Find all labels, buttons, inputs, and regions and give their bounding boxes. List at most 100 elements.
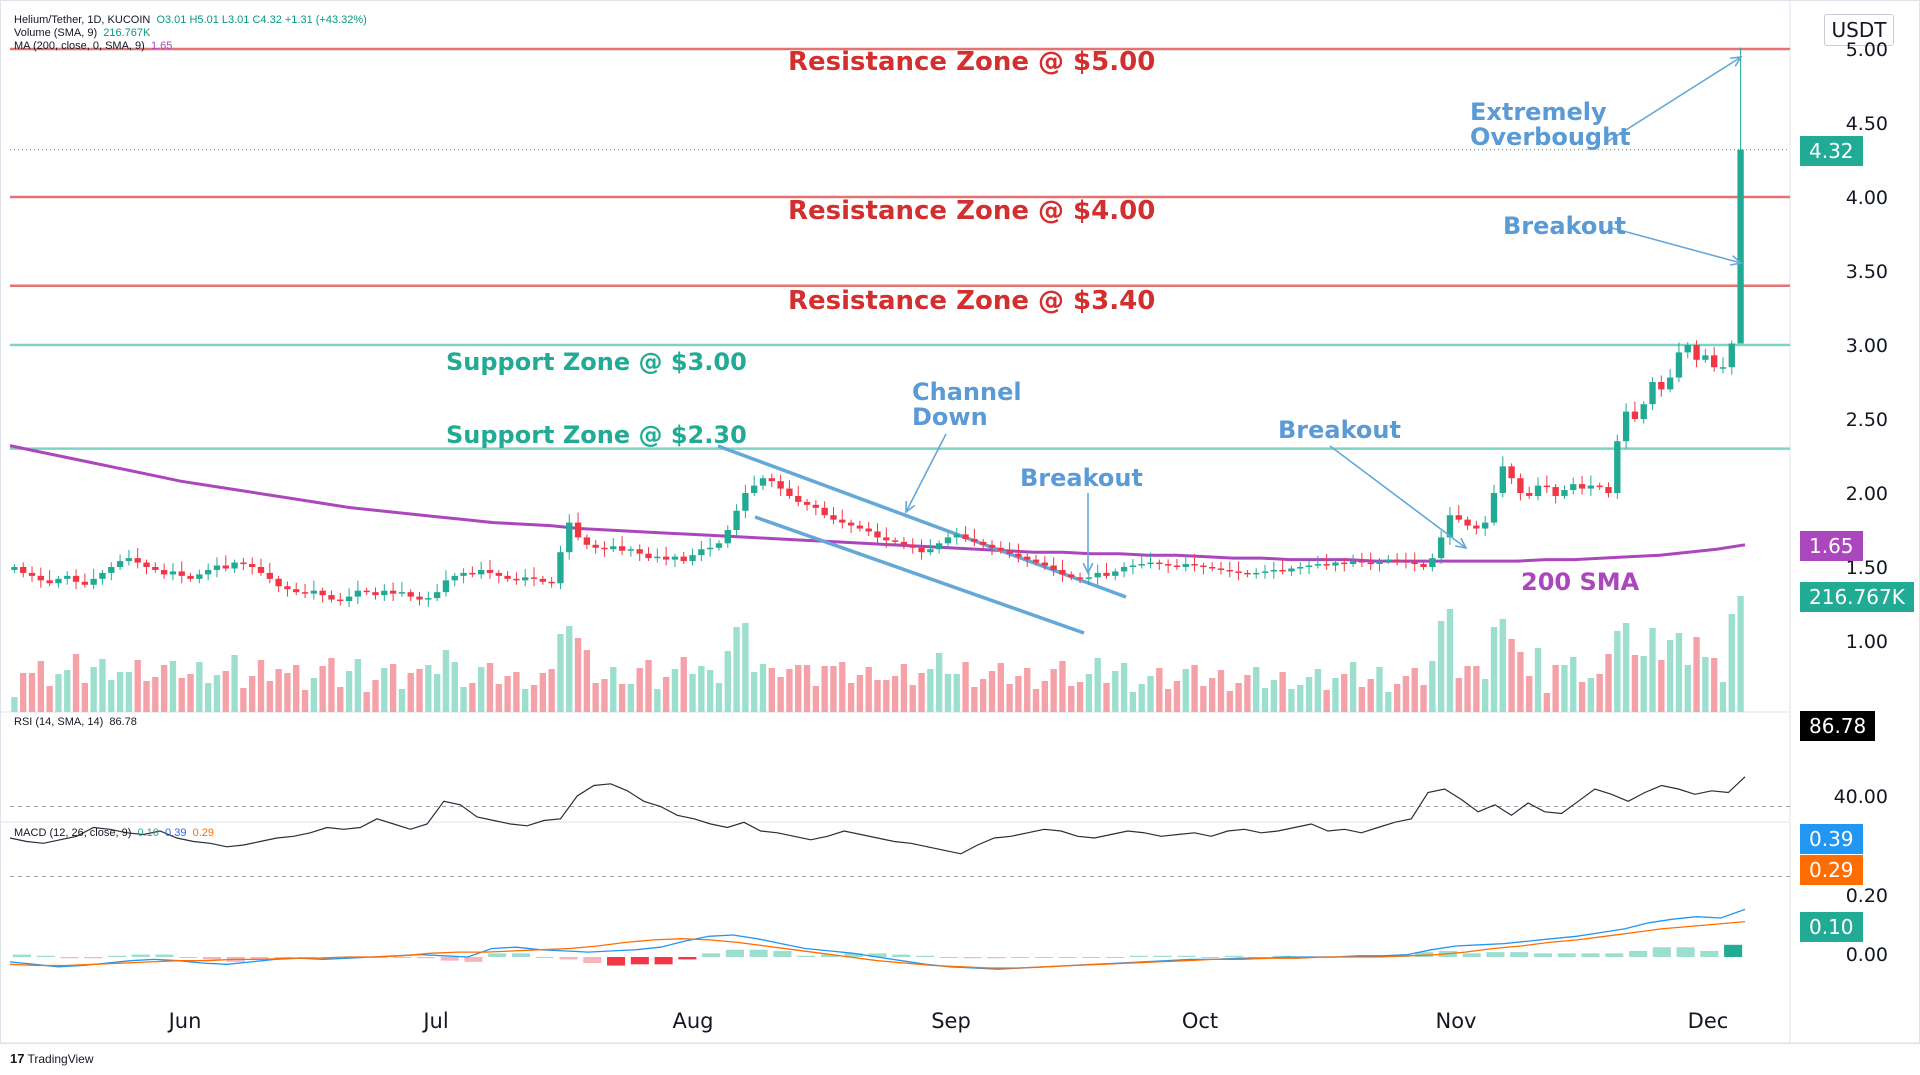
candle-body [927,549,934,553]
y-tick-4: 4.00 [1845,187,1888,209]
macd-histogram-bar [559,957,578,960]
candle-body [504,575,511,579]
volume-bar [257,660,265,712]
candle-body [513,578,520,581]
channel-arrow [905,433,947,513]
candle-body [1200,565,1207,568]
candle-body [918,547,925,553]
macd-histogram-bar [60,957,79,959]
volume-bar [847,683,855,712]
candle-body [495,572,502,576]
macd-histogram-bar [511,953,531,957]
volume-bar [1191,665,1198,712]
candle-body [601,547,608,550]
candle-body [1614,441,1621,493]
volume-bar [337,687,344,712]
volume-bar [1411,668,1418,712]
candle-body [689,555,696,562]
candle-body [1191,564,1198,566]
candle-body [266,572,273,579]
candle-body [1658,382,1665,390]
volume-bar [451,662,458,712]
candle-body [1526,493,1533,496]
volume-bar [1552,665,1559,712]
volume-bar [601,679,608,712]
macd-histogram-bar [583,957,602,964]
volume-bar [1534,648,1542,712]
volume-bar [1561,665,1568,712]
candle-body [257,567,265,573]
candle-body [557,552,564,584]
macd-histogram-bar [963,957,982,959]
candle-body [1147,562,1154,565]
legend-rsi: RSI (14, SMA, 14) 86.78 [14,716,137,728]
x-tick-sep: Sep [931,1009,971,1033]
macd-histogram-bar [916,955,935,957]
volume-bar [909,685,916,712]
macd-histogram-bar [1510,952,1529,957]
volume-bar [196,662,203,712]
volume-bar [354,659,362,712]
volume-bar [1270,680,1277,712]
candle-body [1217,568,1225,570]
macd-histogram-bar [155,954,174,957]
tradingview-brand[interactable]: 17 TradingView [10,1051,94,1066]
volume-bar [1305,677,1313,712]
breakout-sep-arrow-head [1082,562,1094,575]
volume-bar [1666,640,1674,712]
candle-body [1499,466,1506,493]
volume-bar [1129,692,1137,712]
macd-histogram-bar [1700,950,1719,957]
candle-body [1341,562,1348,565]
candle-body [1702,355,1709,360]
candle-body [1288,568,1295,572]
volume-bar [795,665,802,712]
signal-line [9,920,1746,969]
volume-bar [1323,690,1330,712]
candle-body [143,562,150,567]
legend-ma: MA (200, close, 0, SMA, 9) 1.65 [14,40,173,52]
breakout-dec-arrow [1611,227,1742,264]
volume-bar [1235,683,1242,712]
volume-bar [1631,655,1639,712]
macd-histogram-bar [1082,957,1101,958]
candle-body [486,569,494,573]
macd-tag: 0.39 [1800,824,1863,854]
candle-body [1711,355,1718,368]
candle-body [988,544,996,548]
macd-histogram-bar [107,955,126,957]
volume-bar [1420,685,1427,712]
candle-body [645,553,652,559]
macd-histogram-bar [1224,955,1244,957]
candle-body [1737,149,1744,344]
candle-body [28,572,36,576]
candle-body [478,569,485,575]
candle-body [407,592,414,597]
volume-bar [1605,654,1612,712]
currency-selector[interactable]: USDT [1824,14,1894,46]
volume-bar [610,667,617,712]
volume-bar [1244,675,1251,712]
breakout-dec-arrow-head [1730,255,1743,266]
candle-body [249,564,256,567]
volume-bar [636,668,643,712]
volume-bar [865,667,872,712]
volume-bar [46,686,53,712]
volume-bar [706,670,714,712]
legend-volume: Volume (SMA, 9) 216.767K [14,27,151,39]
candle-body [1085,577,1093,579]
macd-histogram-bar [1557,953,1576,957]
candle-body [812,504,820,508]
volume-bar [733,627,740,712]
legend-macd: MACD (12, 26, close, 9) 0.10 0.39 0.29 [14,827,215,839]
macd-tick-0: 0.00 [1845,944,1888,966]
volume-bar [883,680,890,712]
candle-body [169,571,177,575]
candle-body [1235,571,1242,573]
volume-bar [433,674,441,712]
candle-body [1393,559,1401,562]
volume-bar [1614,631,1621,712]
macd-histogram-bar [1581,953,1600,957]
macd-histogram-bar [607,957,626,966]
